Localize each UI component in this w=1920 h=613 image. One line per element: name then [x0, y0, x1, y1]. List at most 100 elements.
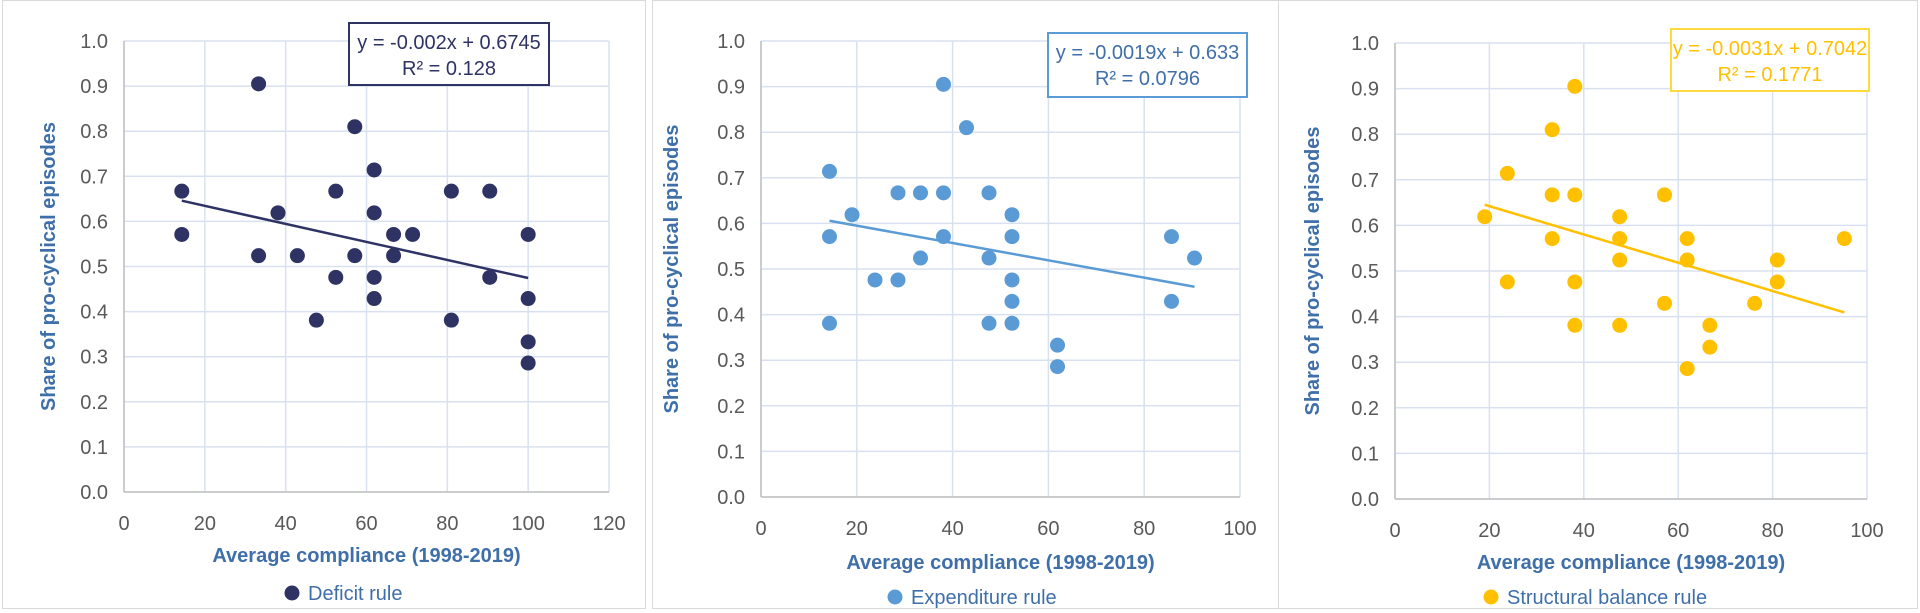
data-point	[821, 229, 837, 245]
data-point	[1004, 293, 1020, 309]
data-point	[1679, 361, 1695, 377]
trendline-equation: y = -0.002x + 0.6745	[357, 32, 540, 54]
data-point	[958, 120, 974, 136]
data-point	[1186, 250, 1202, 266]
trendline-r-squared: R² = 0.128	[402, 58, 496, 80]
data-point	[1567, 187, 1583, 203]
data-point	[1544, 231, 1560, 247]
data-point	[270, 205, 286, 221]
data-point	[1702, 317, 1718, 333]
data-point	[347, 119, 363, 135]
y-tick-label: 0.7	[1351, 170, 1379, 192]
data-point	[1004, 272, 1020, 288]
data-point	[1612, 317, 1628, 333]
data-point	[935, 229, 951, 245]
data-point	[890, 185, 906, 201]
x-tick-label: 60	[1037, 518, 1059, 540]
data-point	[174, 226, 190, 242]
trendline	[181, 199, 529, 280]
data-point	[520, 334, 536, 350]
trendline-r-squared: R² = 0.0796	[1095, 68, 1200, 90]
data-point	[328, 183, 344, 199]
data-point	[251, 76, 267, 92]
data-point	[1612, 231, 1628, 247]
x-axis-title: Average compliance (1998-2019)	[212, 545, 520, 567]
x-tick-label: 80	[1133, 518, 1155, 540]
y-tick-label: 0.1	[80, 437, 108, 459]
y-tick-label: 1.0	[1351, 33, 1379, 55]
x-tick-label: 100	[1223, 518, 1256, 540]
data-point	[366, 162, 382, 178]
y-tick-label: 0.9	[717, 77, 745, 99]
y-tick-label: 0.9	[1351, 79, 1379, 101]
y-tick-label: 0.5	[1351, 261, 1379, 283]
data-point	[520, 291, 536, 307]
y-tick-label: 0.1	[1351, 443, 1379, 465]
data-point	[443, 312, 459, 328]
data-point	[1004, 229, 1020, 245]
y-tick-label: 0.7	[80, 166, 108, 188]
legend-marker	[1483, 589, 1499, 605]
x-tick-label: 120	[592, 513, 625, 535]
data-point	[1769, 274, 1785, 290]
data-point	[1164, 293, 1180, 309]
x-tick-label: 100	[511, 513, 544, 535]
data-point	[913, 250, 929, 266]
y-tick-label: 0.5	[80, 257, 108, 279]
data-point	[1657, 187, 1673, 203]
legend-label: Deficit rule	[308, 583, 402, 605]
data-point	[386, 226, 402, 242]
data-point	[1050, 337, 1066, 353]
data-point	[1544, 187, 1560, 203]
chart-expenditure-rule: 0.0 0.1 0.2 0.3 0.4 0.5 0.6 0.7 0.8 0.9 1.0 0 20 40 60…	[661, 31, 1257, 609]
x-tick-label: 20	[194, 513, 216, 535]
data-point	[1567, 274, 1583, 290]
data-point	[174, 183, 190, 199]
data-point	[1567, 78, 1583, 94]
x-tick-label: 40	[941, 518, 963, 540]
y-tick-label: 0.2	[717, 396, 745, 418]
data-point	[520, 355, 536, 371]
x-tick-label: 20	[846, 518, 868, 540]
y-tick-label: 0.8	[717, 122, 745, 144]
data-point	[1702, 339, 1718, 355]
y-tick-label: 0.8	[80, 121, 108, 143]
data-point	[1612, 209, 1628, 225]
data-point	[981, 185, 997, 201]
data-point	[1567, 317, 1583, 333]
trendline-equation-box	[1670, 28, 1870, 92]
x-axis-title: Average compliance (1998-2019)	[1477, 552, 1785, 574]
y-tick-label: 0.4	[80, 302, 108, 324]
x-tick-label: 40	[275, 513, 297, 535]
y-tick-label: 0.4	[1351, 307, 1379, 329]
data-point	[1679, 252, 1695, 268]
y-axis-title: Share of pro-cyclical episodes	[1302, 127, 1324, 416]
data-point	[1747, 295, 1763, 311]
x-tick-label: 60	[355, 513, 377, 535]
y-tick-label: 0.1	[717, 441, 745, 463]
data-point	[1050, 359, 1066, 375]
y-tick-label: 1.0	[80, 31, 108, 53]
x-axis-title: Average compliance (1998-2019)	[846, 552, 1154, 574]
data-point	[1544, 122, 1560, 138]
data-point	[981, 250, 997, 266]
data-point	[867, 272, 883, 288]
data-point	[366, 205, 382, 221]
data-point	[405, 226, 421, 242]
y-tick-label: 0.9	[80, 76, 108, 98]
data-point	[981, 315, 997, 331]
data-point	[890, 272, 906, 288]
y-tick-label: 0.6	[80, 211, 108, 233]
data-point	[1679, 231, 1695, 247]
y-tick-label: 0.7	[717, 168, 745, 190]
chart-panel-deficit: 0.0 0.1 0.2 0.3 0.4 0.5 0.6 0.7 0.8 0.9 1.0 0 20 40 60…	[2, 0, 646, 609]
y-tick-label: 0.2	[80, 392, 108, 414]
data-point	[1836, 231, 1852, 247]
data-point	[386, 248, 402, 264]
y-tick-label: 0.3	[80, 347, 108, 369]
x-tick-label: 0	[755, 518, 766, 540]
data-point	[520, 226, 536, 242]
data-point	[347, 248, 363, 264]
y-tick-label: 0.0	[717, 487, 745, 509]
data-point	[366, 291, 382, 307]
